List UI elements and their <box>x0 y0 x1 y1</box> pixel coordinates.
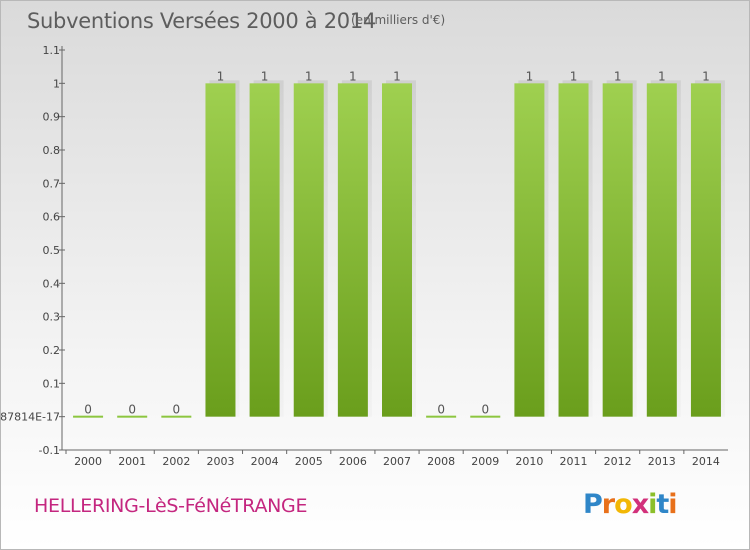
data-label: 0 <box>84 403 92 417</box>
y-tick-label: 0.8 <box>43 144 61 157</box>
logo-letter: o <box>614 489 633 520</box>
data-label: 1 <box>702 69 710 83</box>
chart-subtitle: (en milliers d'€) <box>351 13 446 27</box>
x-tick-label: 2003 <box>206 455 234 468</box>
y-tick-label: 0.6 <box>43 211 61 224</box>
bar <box>514 83 545 417</box>
y-tick-label: 0.5 <box>43 244 61 257</box>
y-tick-label: 1 <box>53 77 60 90</box>
data-label: 1 <box>393 69 401 83</box>
x-tick-label: 2011 <box>560 455 588 468</box>
bar <box>161 415 192 418</box>
bar <box>470 415 501 418</box>
logo-letter: P <box>583 489 603 520</box>
y-tick-label: 1.1 <box>43 44 61 57</box>
bar <box>205 83 236 417</box>
data-label: 1 <box>658 69 666 83</box>
y-tick-label: 1.387814E-17 <box>0 411 60 424</box>
bar <box>690 83 721 417</box>
data-label: 1 <box>217 69 225 83</box>
bar <box>646 83 677 417</box>
data-label: 0 <box>173 403 181 417</box>
x-tick-label: 2000 <box>74 455 102 468</box>
x-tick-label: 2007 <box>383 455 411 468</box>
bar <box>558 83 589 417</box>
data-label: 1 <box>349 69 357 83</box>
data-label: 1 <box>261 69 269 83</box>
data-label: 0 <box>437 403 445 417</box>
bar <box>337 83 368 417</box>
bar <box>117 415 148 418</box>
y-tick-label: 0.7 <box>43 177 61 190</box>
y-tick-label: 0.3 <box>43 311 61 324</box>
y-tick-label: 0.4 <box>43 277 61 290</box>
logo-letter: r <box>601 489 615 520</box>
data-label: 1 <box>570 69 578 83</box>
bar <box>602 83 633 417</box>
y-tick-label: 0.9 <box>43 111 61 124</box>
data-label: 1 <box>305 69 313 83</box>
x-tick-label: 2004 <box>251 455 279 468</box>
y-tick-label: 0.2 <box>43 344 61 357</box>
x-tick-label: 2002 <box>162 455 190 468</box>
logo-letter: i <box>648 489 657 520</box>
chart-title: Subventions Versées 2000 à 2014 <box>27 9 376 33</box>
data-label: 1 <box>614 69 622 83</box>
y-tick-label: 0.1 <box>43 377 61 390</box>
x-tick-label: 2010 <box>515 455 543 468</box>
x-tick-label: 2013 <box>648 455 676 468</box>
bar <box>249 83 280 417</box>
x-tick-label: 2001 <box>118 455 146 468</box>
commune-name: HELLERING-LèS-FéNéTRANGE <box>34 495 308 517</box>
x-tick-label: 2005 <box>295 455 323 468</box>
y-tick-label: -0.1 <box>39 444 60 457</box>
bar <box>426 415 457 418</box>
x-tick-label: 2014 <box>692 455 720 468</box>
data-label: 0 <box>481 403 489 417</box>
data-label: 0 <box>128 403 136 417</box>
data-label: 1 <box>526 69 534 83</box>
bar <box>293 83 324 417</box>
x-tick-label: 2009 <box>471 455 499 468</box>
logo-letter: i <box>668 489 677 520</box>
bar <box>382 83 412 417</box>
x-tick-label: 2008 <box>427 455 455 468</box>
x-tick-label: 2012 <box>604 455 632 468</box>
proxiti-logo: Proxiti <box>583 489 678 520</box>
logo-letter: x <box>631 489 649 520</box>
logo-letter: t <box>656 489 669 520</box>
x-tick-label: 2006 <box>339 455 367 468</box>
bar <box>73 415 104 418</box>
